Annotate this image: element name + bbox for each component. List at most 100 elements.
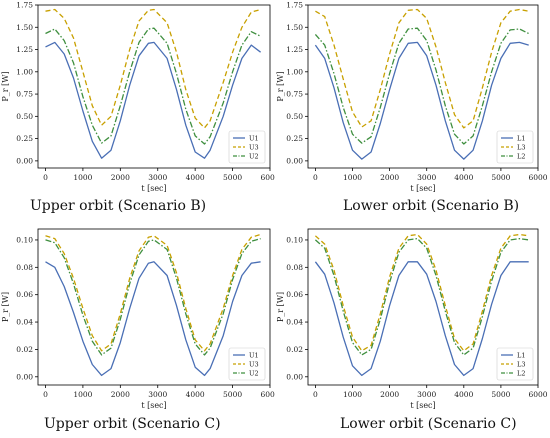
x-tick-label: 2000 [111,173,130,182]
y-tick-label: 0.00 [286,372,303,381]
legend-box [228,130,266,164]
x-tick-label: 0 [313,173,318,182]
x-tick-label: 5000 [491,390,510,399]
caption-upper-c: Upper orbit (Scenario C) [44,416,221,432]
plot-frame [307,228,539,386]
y-tick-label: 1.75 [16,1,33,10]
x-tick-label: 5000 [223,173,242,182]
y-tick-label: 0.08 [16,263,33,272]
chart-panel-upper-b: 0 1000 2000 3000 4000 5000 6000 0.00 0.25 0.50 0.7… [0,0,280,199]
x-tick-label: 3000 [417,173,436,182]
legend-label-l2: L2 [517,152,525,160]
y-tick-label: 1.00 [16,67,33,76]
legend-box [228,347,266,381]
y-tick-label: 1.25 [286,45,303,54]
x-axis-label: t [sec] [410,401,435,410]
x-axis-label: t [sec] [141,401,166,410]
legend-label-l1: L1 [517,351,525,359]
legend-label-u1: U1 [249,351,259,359]
x-tick-label: 1000 [73,173,92,182]
series-line-u2 [45,27,261,145]
series-line-u1 [45,41,261,159]
x-tick-label: 0 [43,173,48,182]
y-tick-label: 0.25 [16,134,33,143]
y-axis-label: P_r [W] [276,71,285,101]
y-tick-label: 1.75 [286,1,303,10]
x-tick-label: 0 [43,390,48,399]
x-tick-label: 1000 [73,390,92,399]
x-tick-label: 5000 [223,390,242,399]
x-tick-label: 2000 [380,390,399,399]
y-tick-label: 1.50 [286,23,303,32]
y-axis-label: P_r [W] [1,71,10,101]
y-tick-label: 1.00 [286,67,303,76]
y-tick-label: 0.00 [286,156,303,165]
y-tick-label: 0.00 [16,156,33,165]
x-axis-label: t [sec] [141,184,166,193]
x-tick-label: 2000 [380,173,399,182]
plot-frame [37,228,271,386]
y-tick-label: 0.75 [16,90,33,99]
x-tick-label: 3000 [148,173,167,182]
y-tick-label: 0.04 [286,318,303,327]
series-line-l3 [315,8,529,129]
series-line-l2 [314,27,529,145]
legend-label-l3: L3 [517,360,525,368]
x-tick-label: 2000 [111,390,130,399]
chart-lower-b: 0 1000 2000 3000 4000 5000 6000 0.00 0.25 0.50 0.7… [276,1,548,194]
x-tick-label: 3000 [417,390,436,399]
legend-box [496,130,534,164]
chart-lower-c: 0 1000 2000 3000 4000 5000 6000 0.00 0.02 0.04 0.0… [276,228,548,410]
y-tick-label: 0.75 [286,90,303,99]
chart-panel-lower-b: 0 1000 2000 3000 4000 5000 6000 0.00 0.25 0.50 0.7… [275,0,550,199]
x-axis-label: t [sec] [410,184,435,193]
y-tick-label: 0.02 [16,345,33,354]
y-tick-label: 1.50 [16,23,33,32]
x-tick-label: 0 [313,390,318,399]
x-tick-label: 3000 [148,390,167,399]
legend-label-u3: U3 [249,360,259,368]
legend-label-l1: L1 [517,134,525,142]
legend-label-u2: U2 [249,369,259,377]
x-tick-label: 4000 [454,390,473,399]
series-line-u3 [45,233,261,352]
y-tick-label: 0.10 [16,235,33,244]
y-tick-label: 1.25 [16,45,33,54]
series-line-u3 [45,8,261,129]
legend-label-u2: U2 [249,152,259,160]
series-line-l1 [314,41,529,160]
chart-panel-upper-c: 0 1000 2000 3000 4000 5000 6000 0.00 0.02 0.04 0.0… [0,222,280,416]
series-line-u2 [45,237,261,356]
series-line-u1 [45,261,261,377]
caption-lower-c: Lower orbit (Scenario C) [340,416,517,432]
x-tick-label: 6000 [528,173,547,182]
y-tick-label: 0.06 [286,290,303,299]
x-tick-label: 6000 [260,173,275,182]
y-tick-label: 0.08 [286,263,303,272]
x-tick-label: 6000 [528,390,547,399]
y-axis-label: P_r [W] [1,292,10,322]
caption-lower-b: Lower orbit (Scenario B) [343,198,520,214]
x-tick-label: 6000 [260,390,275,399]
series-line-l1 [314,261,529,377]
chart-panel-lower-c: 0 1000 2000 3000 4000 5000 6000 0.00 0.02 0.04 0.0… [275,222,550,416]
x-tick-label: 5000 [491,173,510,182]
legend-label-u3: U3 [249,143,259,151]
legend-label-l2: L2 [517,369,525,377]
y-tick-label: 0.06 [16,290,33,299]
series-line-l2 [314,237,529,356]
x-tick-label: 1000 [343,390,362,399]
legend-box [496,347,534,381]
caption-upper-b: Upper orbit (Scenario B) [30,198,207,214]
y-axis-label: P_r [W] [276,292,285,322]
series-line-l3 [314,233,529,352]
y-tick-label: 0.02 [286,345,303,354]
plot-frame [307,4,539,169]
legend-label-l3: L3 [517,143,525,151]
x-tick-label: 4000 [454,173,473,182]
y-tick-label: 0.04 [16,318,33,327]
